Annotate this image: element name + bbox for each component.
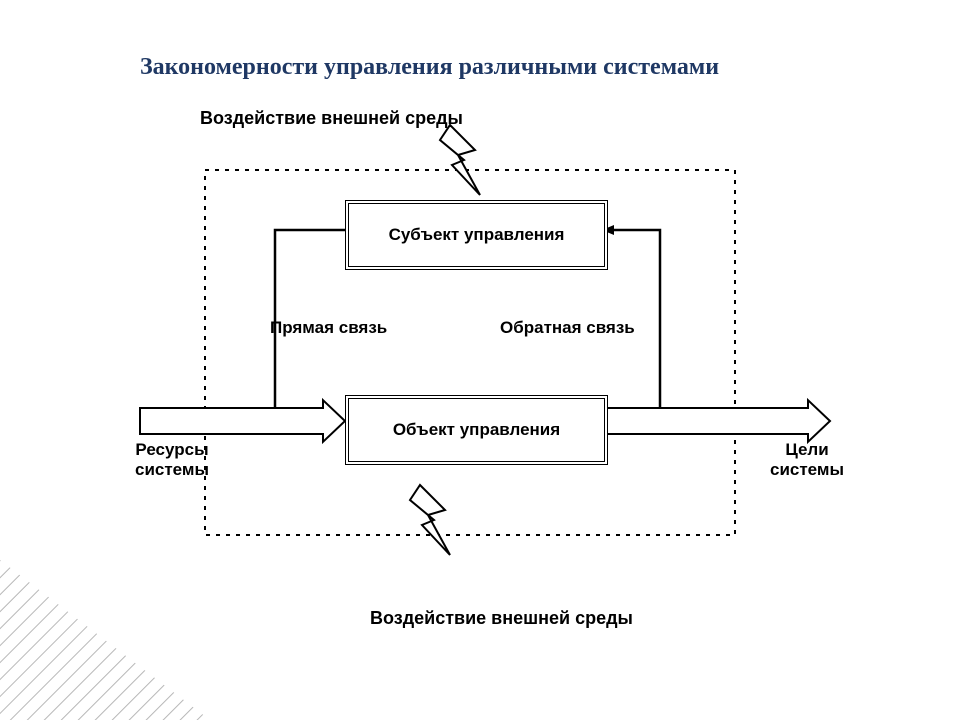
feedback-link-label: Обратная связь bbox=[500, 318, 635, 338]
input-resources-arrow bbox=[140, 400, 345, 442]
external-env-top-label: Воздействие внешней среды bbox=[200, 108, 463, 129]
object-box: Объект управления bbox=[345, 395, 608, 465]
subject-box: Субъект управления bbox=[345, 200, 608, 270]
output-goals-arrow bbox=[600, 400, 830, 442]
external-env-bottom-label: Воздействие внешней среды bbox=[370, 608, 633, 629]
lightning-bottom-icon bbox=[410, 485, 450, 555]
lightning-top-icon bbox=[440, 125, 480, 195]
corner-pattern bbox=[0, 560, 210, 720]
direct-link-label: Прямая связь bbox=[270, 318, 387, 338]
goals-label: Цели системы bbox=[770, 440, 844, 480]
object-box-label: Объект управления bbox=[393, 420, 560, 440]
resources-label: Ресурсы системы bbox=[135, 440, 209, 480]
subject-box-label: Субъект управления bbox=[389, 225, 565, 245]
